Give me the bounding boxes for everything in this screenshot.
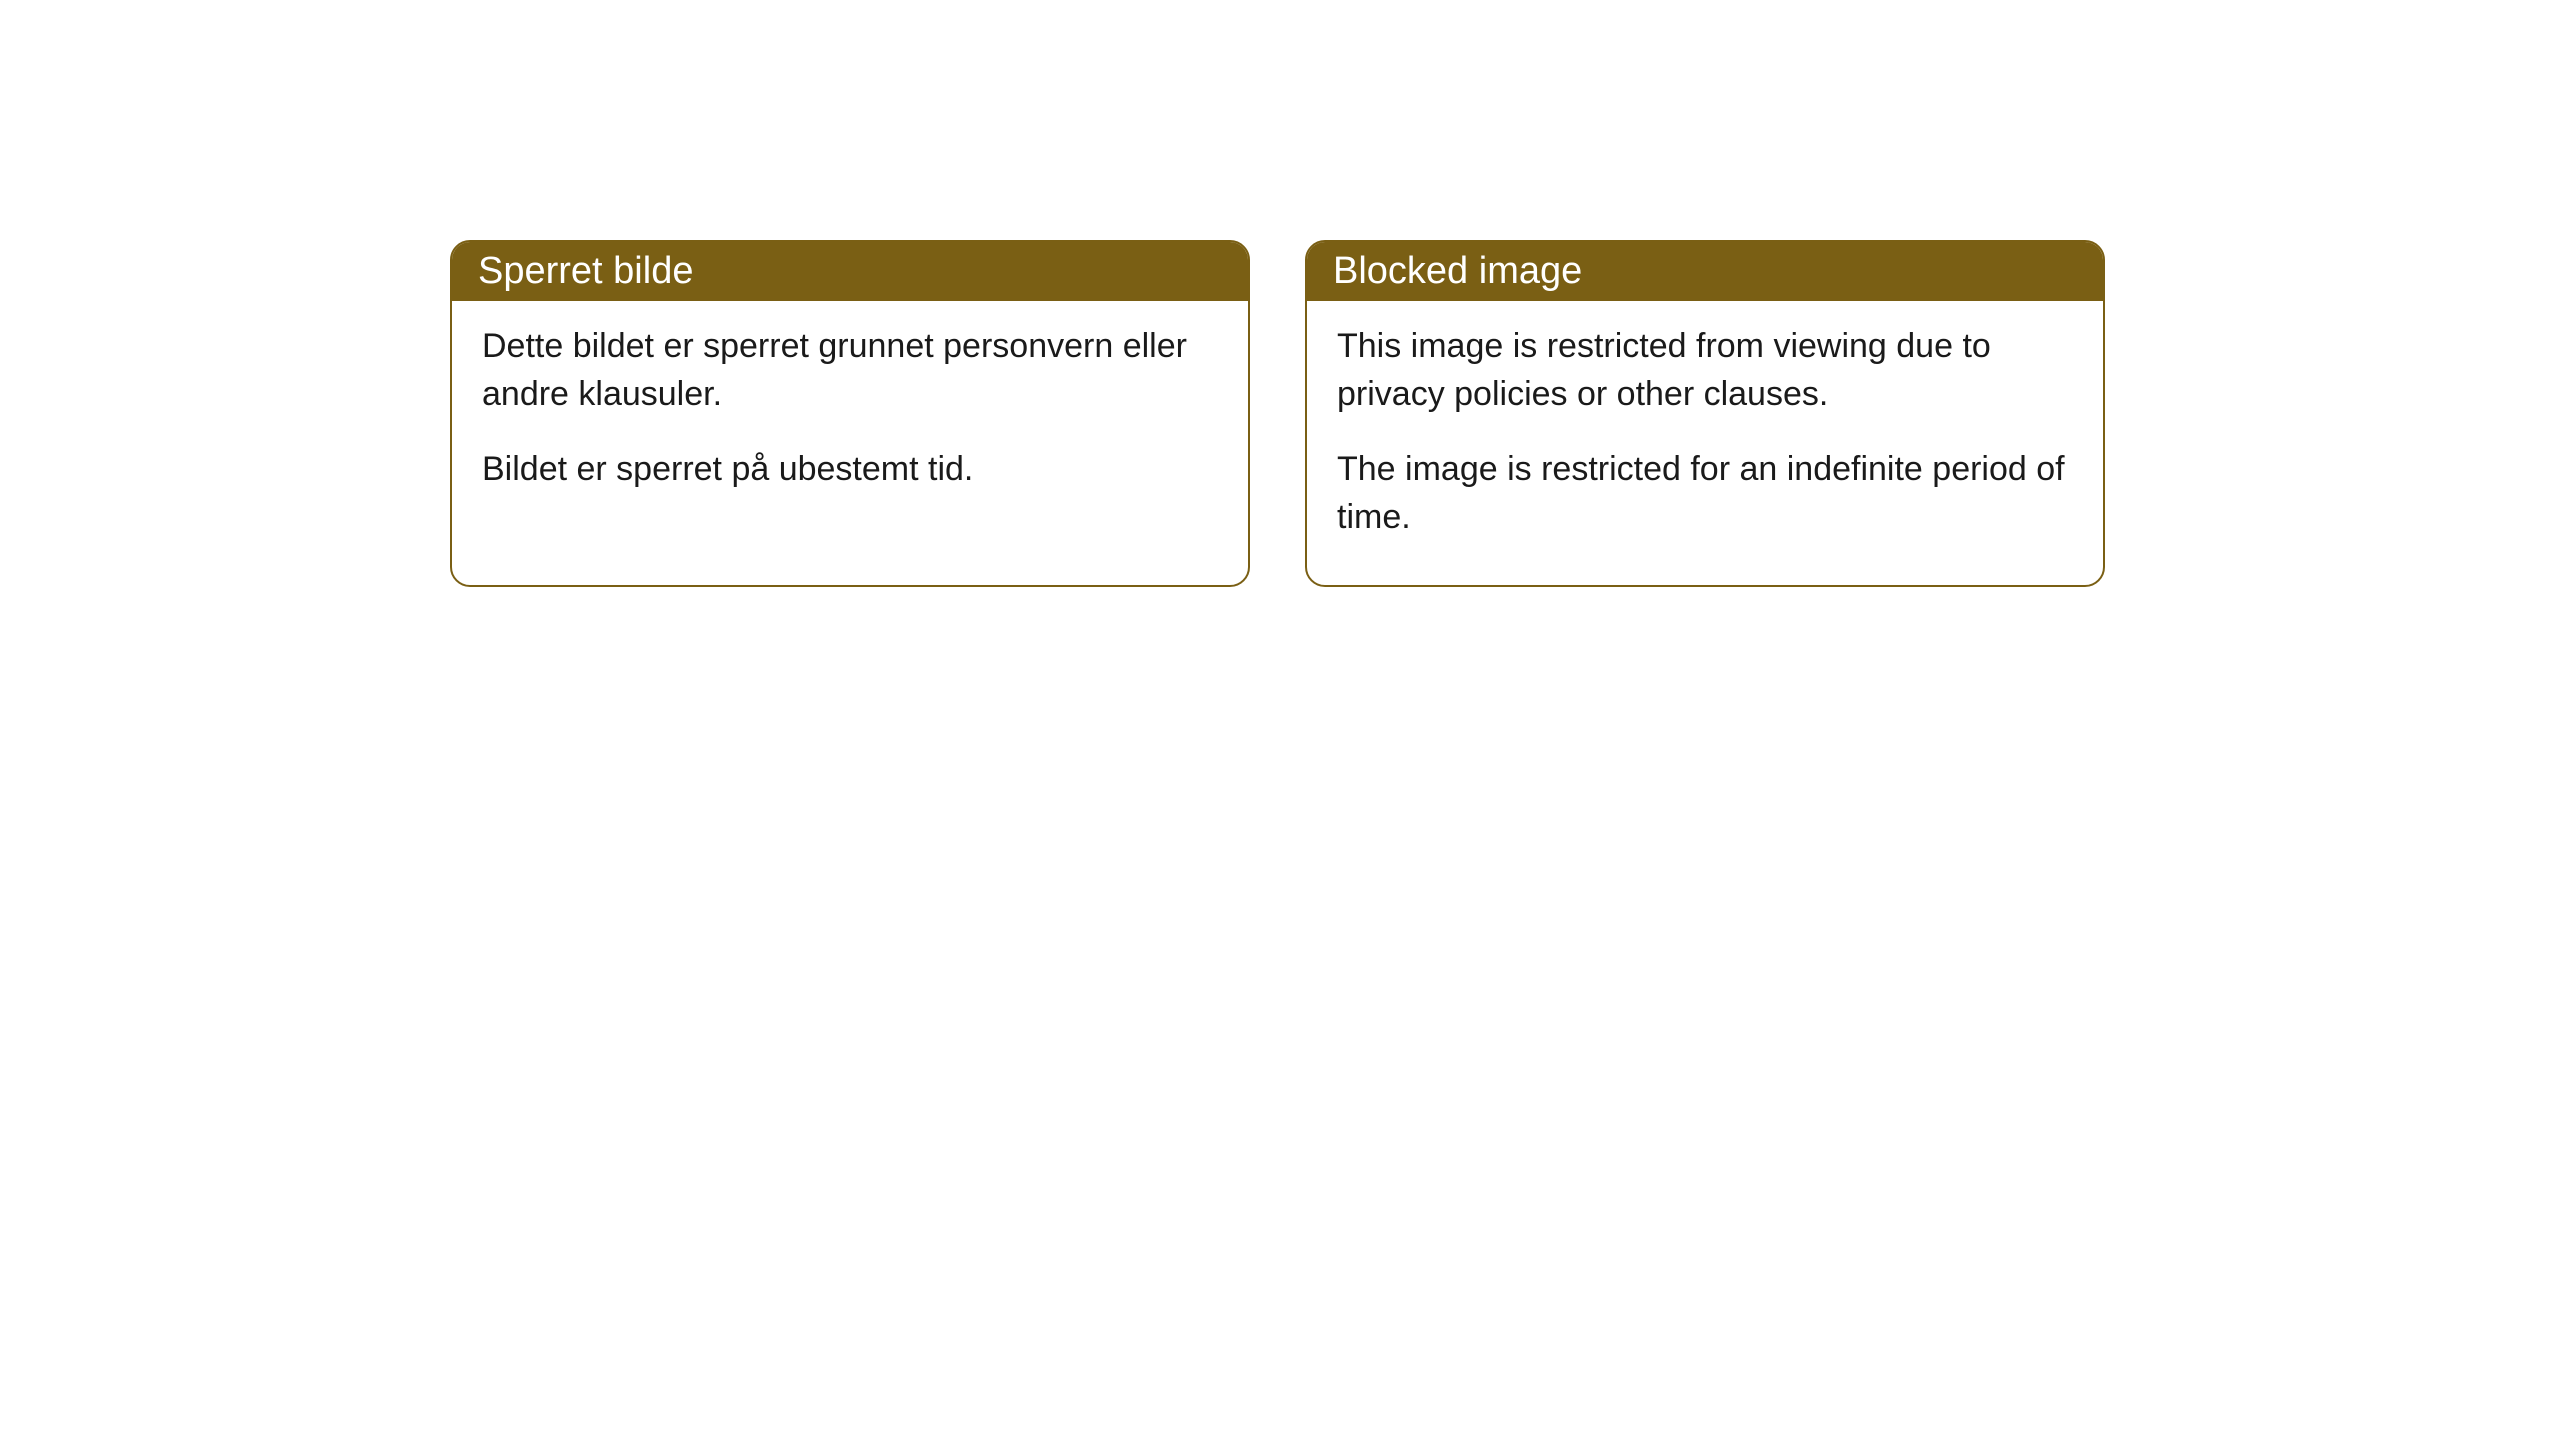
card-header: Blocked image — [1307, 242, 2103, 301]
notice-cards-container: Sperret bilde Dette bildet er sperret gr… — [450, 240, 2560, 587]
card-paragraph-1: Dette bildet er sperret grunnet personve… — [482, 323, 1218, 418]
card-paragraph-1: This image is restricted from viewing du… — [1337, 323, 2073, 418]
blocked-image-card-english: Blocked image This image is restricted f… — [1305, 240, 2105, 587]
card-body: Dette bildet er sperret grunnet personve… — [452, 301, 1248, 538]
card-title: Sperret bilde — [478, 250, 693, 292]
card-paragraph-2: Bildet er sperret på ubestemt tid. — [482, 446, 1218, 494]
card-body: This image is restricted from viewing du… — [1307, 301, 2103, 585]
card-title: Blocked image — [1333, 250, 1582, 292]
card-paragraph-2: The image is restricted for an indefinit… — [1337, 446, 2073, 541]
card-header: Sperret bilde — [452, 242, 1248, 301]
blocked-image-card-norwegian: Sperret bilde Dette bildet er sperret gr… — [450, 240, 1250, 587]
